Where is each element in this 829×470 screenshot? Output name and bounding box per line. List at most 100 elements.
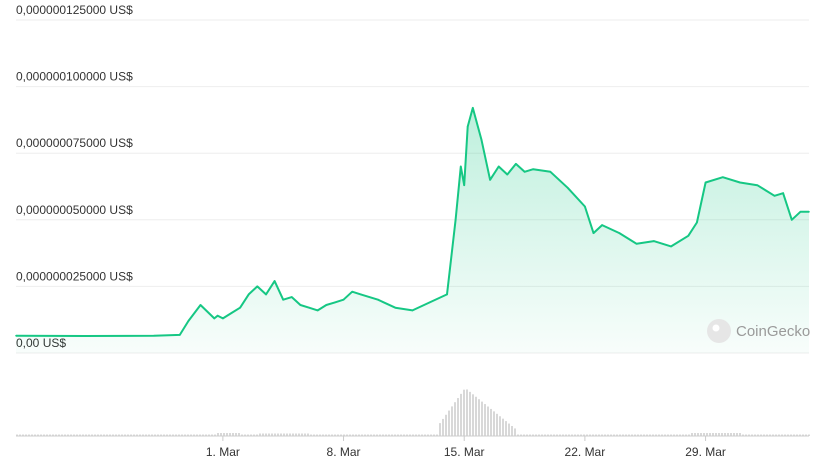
price-point xyxy=(756,184,759,186)
volume-bar xyxy=(373,434,375,436)
price-point xyxy=(265,293,267,296)
volume-bar xyxy=(781,434,783,436)
volume-bar xyxy=(148,434,150,436)
volume-bar xyxy=(103,434,105,436)
volume-bar xyxy=(772,434,774,436)
volume-bar xyxy=(463,389,465,436)
volume-bar xyxy=(136,434,138,436)
volume-bar xyxy=(169,434,171,436)
volume-bar xyxy=(517,434,519,436)
volume-bar xyxy=(97,434,99,436)
x-tick-label: 22. Mar xyxy=(565,445,606,459)
volume-bar xyxy=(457,398,459,436)
volume-bar xyxy=(124,434,126,436)
volume-bar xyxy=(280,433,282,436)
volume-bar xyxy=(562,434,564,436)
volume-bar xyxy=(394,434,396,436)
volume-bar xyxy=(367,434,369,436)
volume-bar xyxy=(343,434,345,436)
volume-bar xyxy=(385,434,387,436)
volume-bar xyxy=(592,434,594,436)
price-point xyxy=(239,306,241,309)
volume-bar xyxy=(64,434,66,436)
volume-bar xyxy=(25,434,27,436)
volume-bar xyxy=(382,434,384,436)
volume-bar xyxy=(511,425,513,436)
x-axis-labels: 1. Mar 8. Mar 15. Mar 22. Mar 29. Mar xyxy=(206,436,726,459)
volume-bar xyxy=(364,434,366,436)
volume-bar xyxy=(328,434,330,436)
volume-bar xyxy=(514,428,516,436)
coingecko-logo-icon xyxy=(707,319,731,343)
price-point xyxy=(532,168,534,170)
volume-bar xyxy=(127,434,129,436)
volume-bar xyxy=(640,434,642,436)
volume-bar xyxy=(226,433,228,436)
volume-bar xyxy=(478,399,480,436)
price-point xyxy=(351,290,354,293)
volume-bar xyxy=(538,434,540,436)
volume-bar xyxy=(46,434,48,436)
x-tick-label: 15. Mar xyxy=(444,445,485,459)
volume-bar xyxy=(283,433,285,436)
volume-bar xyxy=(607,434,609,436)
volume-bar xyxy=(49,434,51,436)
price-point xyxy=(316,309,319,312)
price-point xyxy=(566,187,569,189)
volume-bar xyxy=(211,434,213,436)
volume-bar xyxy=(100,434,102,436)
volume-bar xyxy=(250,434,252,436)
volume-bar xyxy=(298,433,300,436)
volume-bar xyxy=(706,433,708,436)
volume-bar xyxy=(739,433,741,436)
volume-bar xyxy=(76,434,78,436)
volume-bar xyxy=(67,434,69,436)
volume-bar xyxy=(475,396,477,436)
volume-bar xyxy=(649,434,651,436)
volume-bar xyxy=(157,434,159,436)
volume-bar xyxy=(91,434,93,436)
volume-bar xyxy=(82,434,84,436)
volume-bar xyxy=(535,434,537,436)
price-point xyxy=(454,219,457,221)
volume-bar xyxy=(805,434,807,436)
price-point xyxy=(799,211,802,213)
volume-bar xyxy=(583,434,585,436)
volume-bar xyxy=(415,434,417,436)
volume-bar xyxy=(439,423,441,436)
price-point xyxy=(480,139,483,141)
volume-bar xyxy=(160,434,162,436)
volume-bar xyxy=(625,434,627,436)
volume-bar xyxy=(193,434,195,436)
volume-bar xyxy=(472,394,474,436)
volume-bar xyxy=(142,434,144,436)
volume-bar xyxy=(43,434,45,436)
volume-bar xyxy=(679,434,681,436)
volume-bar xyxy=(73,434,75,436)
volume-bar xyxy=(676,434,678,436)
volume-bar xyxy=(310,434,312,436)
price-point xyxy=(428,301,431,304)
volume-bar xyxy=(220,433,222,436)
volume-bar xyxy=(502,418,504,436)
volume-bar xyxy=(181,434,183,436)
volume-bar xyxy=(544,434,546,436)
volume-bar xyxy=(808,434,810,436)
price-point xyxy=(782,192,784,194)
volume-bar xyxy=(265,433,267,436)
volume-bar xyxy=(697,433,699,436)
volume-bar xyxy=(286,433,288,436)
volume-bar xyxy=(421,434,423,436)
volume-bar xyxy=(520,434,522,436)
price-point xyxy=(497,165,500,168)
volume-bar xyxy=(346,434,348,436)
volume-bar xyxy=(94,434,96,436)
volume-bar xyxy=(52,434,54,436)
y-tick-label: 0,000000100000 US$ xyxy=(16,70,133,84)
volume-bar xyxy=(757,434,759,436)
volume-bar xyxy=(652,434,654,436)
volume-bar xyxy=(748,434,750,436)
volume-bar xyxy=(784,434,786,436)
volume-bar xyxy=(571,434,573,436)
